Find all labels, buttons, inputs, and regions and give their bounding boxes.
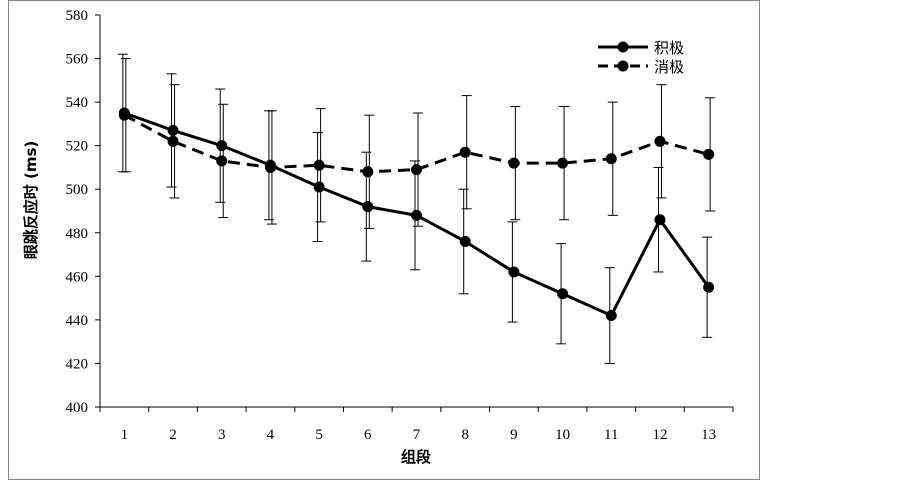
y-tick-label: 440 bbox=[66, 313, 89, 329]
x-tick-label: 5 bbox=[315, 427, 323, 443]
x-tick-label: 2 bbox=[169, 427, 177, 443]
data-point-positive bbox=[362, 201, 374, 213]
error-bars bbox=[117, 53, 716, 364]
legend-item-negative: 消极 bbox=[598, 58, 684, 76]
data-point-negative bbox=[313, 159, 325, 171]
x-tick-label: 13 bbox=[701, 427, 716, 443]
legend-marker-positive bbox=[617, 41, 629, 53]
y-tick-label: 460 bbox=[66, 269, 89, 285]
x-tick-label: 6 bbox=[364, 427, 372, 443]
legend: 积极 消极 bbox=[598, 39, 684, 76]
x-tick-label: 3 bbox=[218, 427, 226, 443]
x-tick-label: 8 bbox=[461, 427, 469, 443]
legend-label-negative: 消极 bbox=[654, 58, 684, 76]
y-tick-label: 580 bbox=[66, 8, 89, 24]
x-axis-title: 组段 bbox=[401, 448, 431, 466]
data-point-negative bbox=[557, 157, 569, 169]
data-point-negative bbox=[459, 146, 471, 158]
data-point-positive bbox=[605, 310, 617, 322]
data-point-negative bbox=[605, 153, 617, 165]
data-point-positive bbox=[313, 181, 325, 193]
data-point-negative bbox=[703, 148, 715, 160]
data-point-negative bbox=[264, 161, 276, 173]
data-point-negative bbox=[216, 155, 228, 167]
x-tick-label: 7 bbox=[413, 427, 421, 443]
series-markers bbox=[118, 107, 715, 322]
data-point-negative bbox=[411, 164, 422, 176]
data-point-positive bbox=[557, 288, 569, 300]
data-point-positive bbox=[654, 214, 666, 226]
chart-frame bbox=[8, 0, 760, 480]
y-tick-label: 540 bbox=[66, 95, 89, 111]
x-tick-label: 9 bbox=[510, 427, 518, 443]
y-axis-title: 眼跳反应时 (ms) bbox=[22, 141, 40, 260]
data-point-negative bbox=[654, 135, 666, 147]
data-point-negative bbox=[362, 166, 374, 178]
data-point-positive bbox=[508, 266, 520, 278]
data-point-negative bbox=[118, 109, 130, 121]
y-tick-label: 520 bbox=[66, 139, 89, 155]
y-tick-label: 400 bbox=[66, 400, 89, 416]
data-point-positive bbox=[167, 124, 179, 136]
y-tick-label: 420 bbox=[66, 356, 89, 372]
data-point-positive bbox=[703, 281, 715, 293]
x-tick-label: 11 bbox=[604, 427, 618, 443]
axes bbox=[99, 15, 733, 408]
x-tick-label: 10 bbox=[555, 427, 570, 443]
data-point-positive bbox=[411, 209, 422, 221]
data-point-negative bbox=[508, 157, 520, 169]
x-ticks: 1 2 3 4 5 6 7 8 9 10 11 12 13 bbox=[99, 407, 734, 443]
legend-marker-negative bbox=[617, 60, 629, 72]
x-tick-label: 4 bbox=[267, 427, 275, 443]
legend-item-positive: 积极 bbox=[598, 39, 684, 57]
y-tick-label: 480 bbox=[66, 226, 89, 242]
legend-label-positive: 积极 bbox=[654, 39, 684, 57]
data-point-negative bbox=[167, 135, 179, 147]
y-ticks: 400 420 440 460 480 500 520 540 560 580 bbox=[66, 8, 100, 416]
x-tick-label: 12 bbox=[652, 427, 667, 443]
data-point-positive bbox=[459, 235, 471, 247]
data-point-positive bbox=[216, 140, 228, 152]
y-tick-label: 500 bbox=[66, 182, 89, 198]
y-tick-label: 560 bbox=[66, 52, 89, 68]
x-tick-label: 1 bbox=[121, 427, 129, 443]
